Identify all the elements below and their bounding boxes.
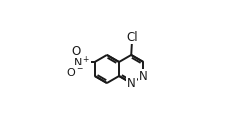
Text: $\mathregular{N^+}$: $\mathregular{N^+}$	[72, 54, 90, 70]
Text: Cl: Cl	[126, 31, 137, 44]
Text: O: O	[71, 45, 80, 58]
Text: N: N	[138, 70, 147, 83]
Text: N: N	[126, 77, 135, 90]
Text: $\mathregular{O^-}$: $\mathregular{O^-}$	[66, 66, 84, 78]
